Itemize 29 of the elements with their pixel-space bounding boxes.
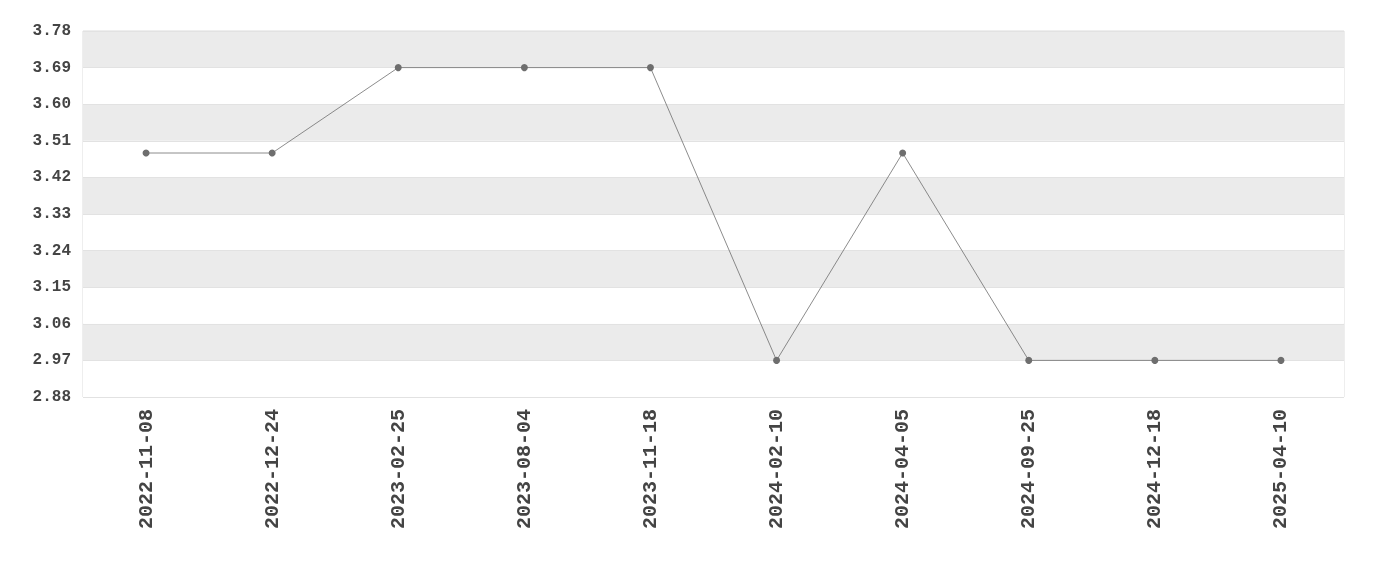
- y-tick-label: 3.24: [32, 241, 72, 260]
- point: [773, 356, 781, 364]
- x-tick-label: 2024-02-10: [765, 409, 789, 530]
- x-tick-label: 2025-04-10: [1269, 409, 1293, 530]
- x-tick-label: 2024-09-25: [1017, 409, 1041, 530]
- y-tick-label: 3.42: [32, 168, 71, 187]
- y-tick-label: 3.06: [32, 314, 71, 333]
- y-tick-label: 3.33: [32, 205, 71, 223]
- point: [646, 64, 654, 72]
- point: [394, 64, 402, 72]
- x-tick-label: 2023-08-04: [512, 409, 536, 530]
- x-tick-label: 2023-11-18: [638, 409, 662, 530]
- point: [1025, 356, 1033, 364]
- y-tick-label: 2.97: [32, 351, 71, 370]
- y-tick-label: 3.60: [32, 95, 71, 114]
- x-tick-label: 2022-11-08: [134, 409, 158, 530]
- y-tick-label: 3.69: [32, 58, 71, 77]
- x-tick-label: 2024-04-05: [891, 409, 915, 530]
- point: [1151, 356, 1159, 364]
- point: [520, 64, 528, 72]
- point: [1277, 356, 1285, 364]
- x-tick-label: 2024-12-18: [1143, 409, 1167, 530]
- x-tick-label: 2022-12-24: [260, 409, 284, 530]
- y-tick-label: 2.88: [32, 388, 71, 406]
- y-tick-label: 3.78: [32, 22, 71, 40]
- point: [899, 149, 907, 157]
- x-tick-label: 2023-02-25: [386, 409, 410, 530]
- y-tick-label: 3.51: [32, 131, 71, 150]
- y-tick-label: 3.15: [32, 278, 71, 297]
